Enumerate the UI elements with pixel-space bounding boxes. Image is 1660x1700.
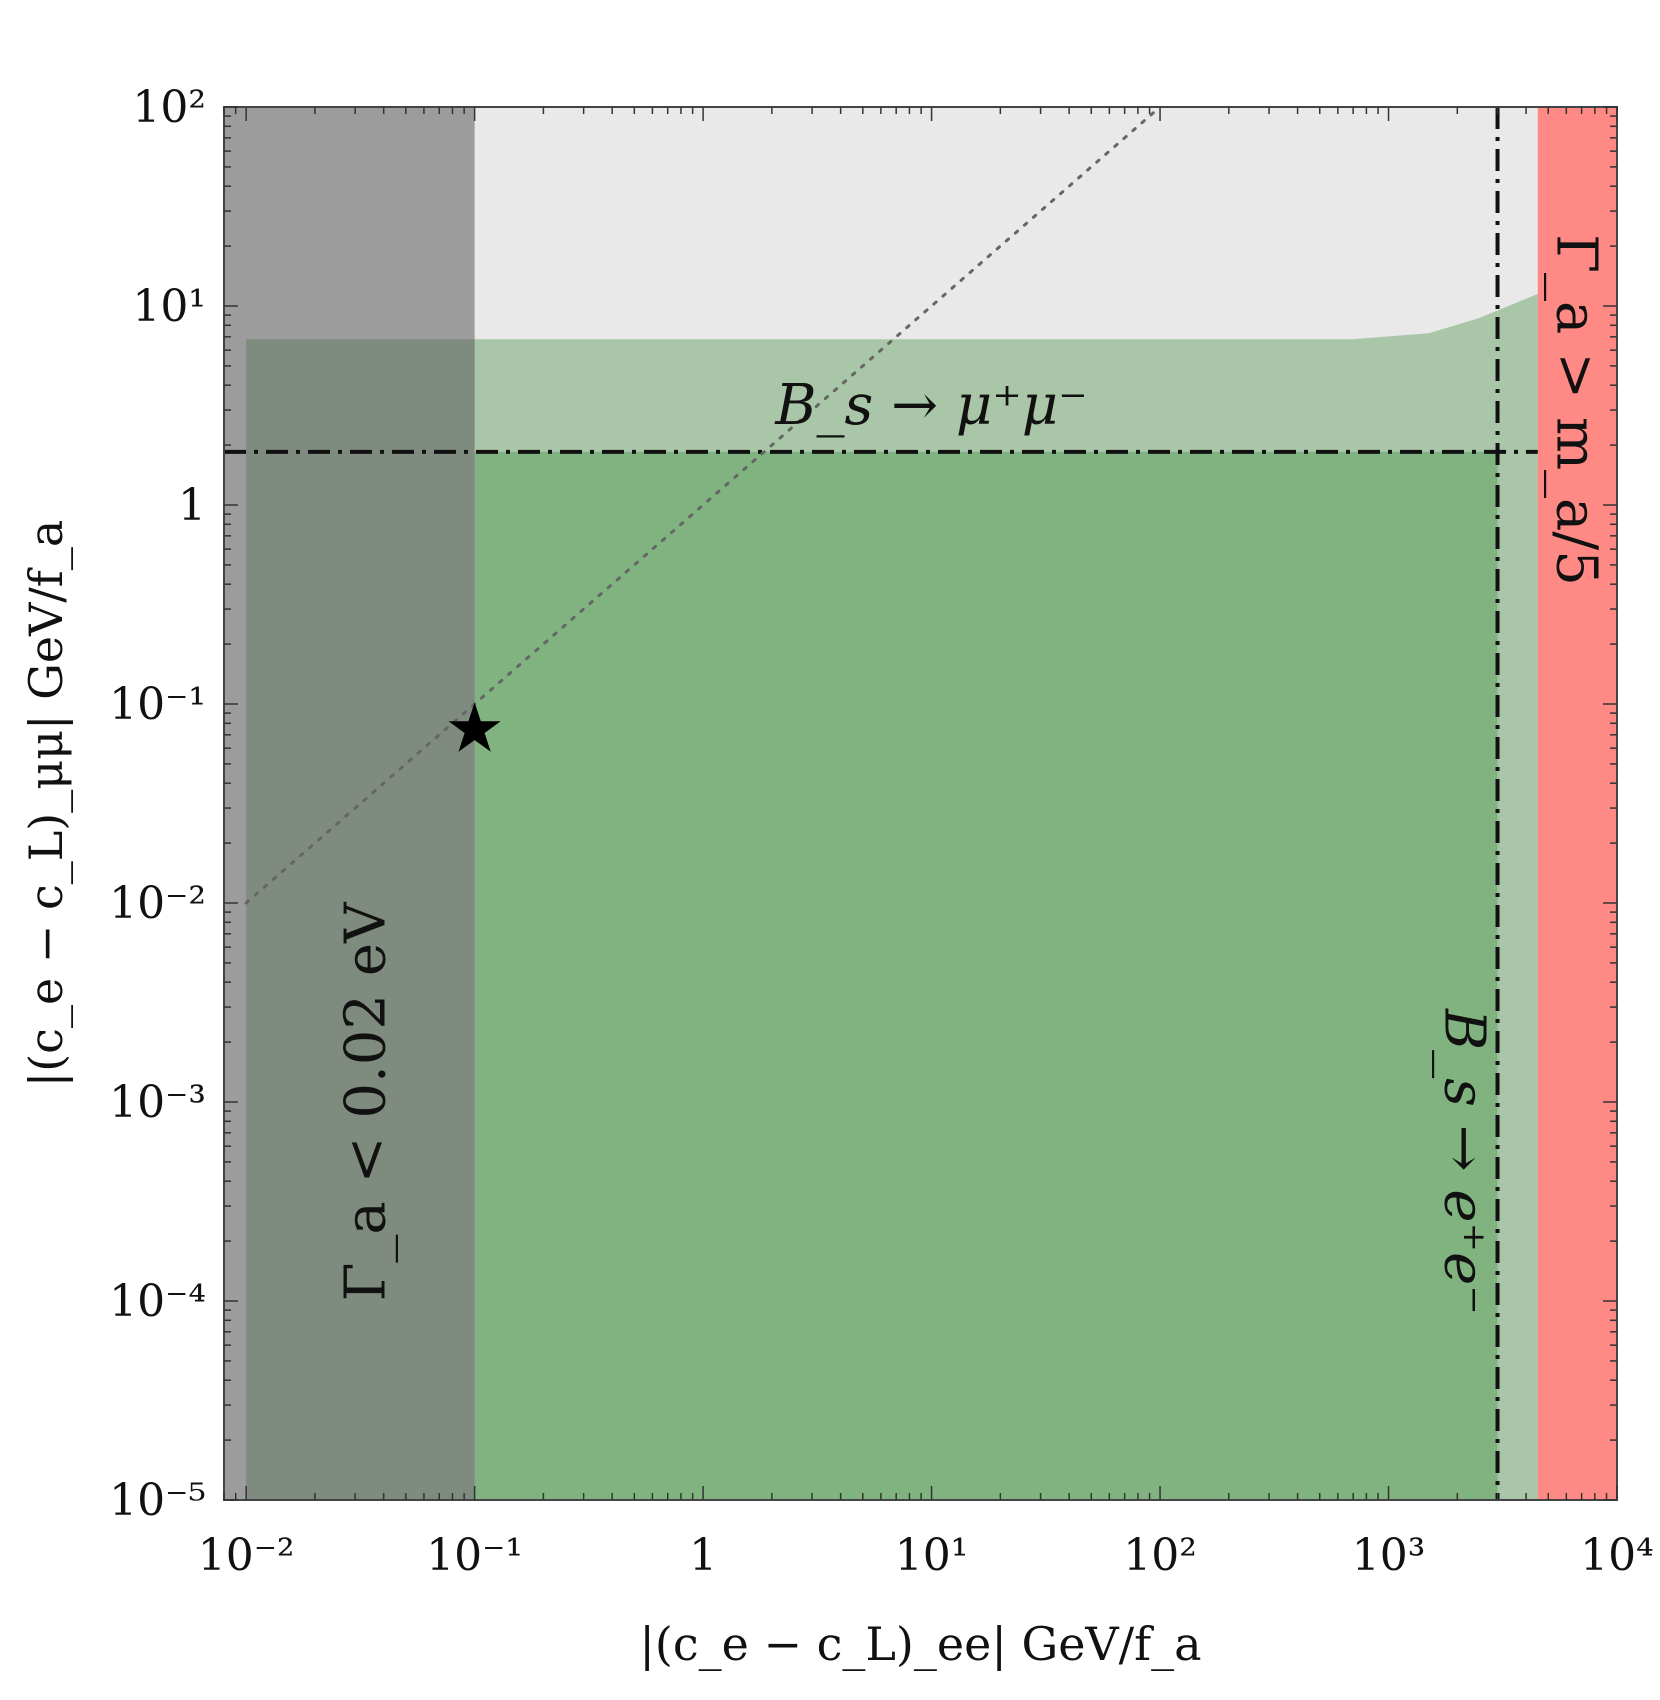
x-tick-label: 10⁴ (1580, 1530, 1654, 1581)
y-tick-label: 10⁻¹ (109, 679, 206, 730)
regions-layer (224, 107, 1617, 1501)
diagonal-dotted-line (244, 105, 1162, 905)
x-tick-label: 1 (689, 1530, 717, 1581)
gamma-high-label: Γ_a > m_a/5 (1543, 234, 1608, 586)
gamma-low-overlap-region (246, 339, 475, 1501)
bs-ee-label: B_s → e⁺e⁻ (1432, 1008, 1497, 1315)
bs-mumu-label: B_s → μ⁺μ⁻ (774, 373, 1087, 438)
y-tick-label: 10² (132, 82, 206, 133)
x-tick-label: 10³ (1352, 1530, 1426, 1581)
y-tick-label: 10⁻⁵ (109, 1475, 206, 1526)
x-axis-label: |(c_e − c_L)_ee| GeV/f_a (639, 1617, 1201, 1671)
gamma-high-region (1537, 107, 1617, 1500)
y-tick-label: 10¹ (132, 281, 206, 332)
ticks-layer: 10⁻² 10⁻¹ 1 10¹ 10² 10³ 10⁴ 10⁻⁵ 10⁻⁴ 10⁻³ 10⁻² 10⁻… (109, 82, 1654, 1581)
x-tick-label: 10¹ (895, 1530, 969, 1581)
y-tick-label: 10⁻³ (109, 1077, 206, 1128)
y-tick-label: 10⁻² (109, 878, 206, 929)
x-tick-label: 10⁻¹ (426, 1530, 523, 1581)
star-marker: ★ (444, 689, 505, 768)
y-tick-label: 1 (178, 480, 206, 531)
gamma-low-label: Γ_a < 0.02 eV (333, 901, 398, 1301)
x-tick-label: 10⁻² (198, 1530, 295, 1581)
y-tick-label: 10⁻⁴ (109, 1276, 206, 1327)
lines-layer (224, 105, 1538, 1500)
x-tick-label: 10² (1123, 1530, 1197, 1581)
y-axis-label: |(c_e − c_L)_μμ| GeV/f_a (19, 520, 73, 1088)
